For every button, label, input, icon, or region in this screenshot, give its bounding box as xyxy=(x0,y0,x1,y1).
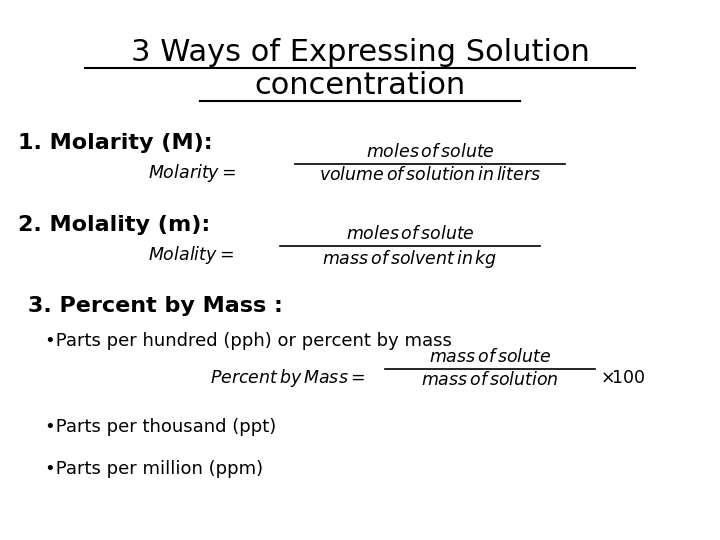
Text: $\mathit{moles\,of\,solute}$: $\mathit{moles\,of\,solute}$ xyxy=(346,225,474,243)
Text: •Parts per thousand (ppt): •Parts per thousand (ppt) xyxy=(45,418,276,436)
Text: $\mathit{Molarity} =$: $\mathit{Molarity} =$ xyxy=(148,162,236,184)
Text: $\mathit{moles\,of\,solute}$: $\mathit{moles\,of\,solute}$ xyxy=(366,143,495,161)
Text: •Parts per million (ppm): •Parts per million (ppm) xyxy=(45,460,263,478)
Text: $\times\!100$: $\times\!100$ xyxy=(600,369,646,387)
Text: 3 Ways of Expressing Solution: 3 Ways of Expressing Solution xyxy=(130,38,590,67)
Text: $\mathit{mass\,of\,solvent\,in\,kg}$: $\mathit{mass\,of\,solvent\,in\,kg}$ xyxy=(323,248,498,270)
Text: concentration: concentration xyxy=(254,71,466,100)
Text: 1. Molarity (M):: 1. Molarity (M): xyxy=(18,133,212,153)
Text: $\mathit{volume\,of\,solution\,in\,liters}$: $\mathit{volume\,of\,solution\,in\,liter… xyxy=(319,166,541,184)
Text: 3. Percent by Mass :: 3. Percent by Mass : xyxy=(28,296,283,316)
Text: 2. Molality (m):: 2. Molality (m): xyxy=(18,215,210,235)
Text: $\mathit{Percent\,by\,Mass} =$: $\mathit{Percent\,by\,Mass} =$ xyxy=(210,367,365,389)
Text: $\mathit{Molality} =$: $\mathit{Molality} =$ xyxy=(148,244,234,266)
Text: $\mathit{mass\,of\,solute}$: $\mathit{mass\,of\,solute}$ xyxy=(429,348,552,366)
Text: $\mathit{mass\,of\,solution}$: $\mathit{mass\,of\,solution}$ xyxy=(421,371,559,389)
Text: •Parts per hundred (pph) or percent by mass: •Parts per hundred (pph) or percent by m… xyxy=(45,332,452,350)
